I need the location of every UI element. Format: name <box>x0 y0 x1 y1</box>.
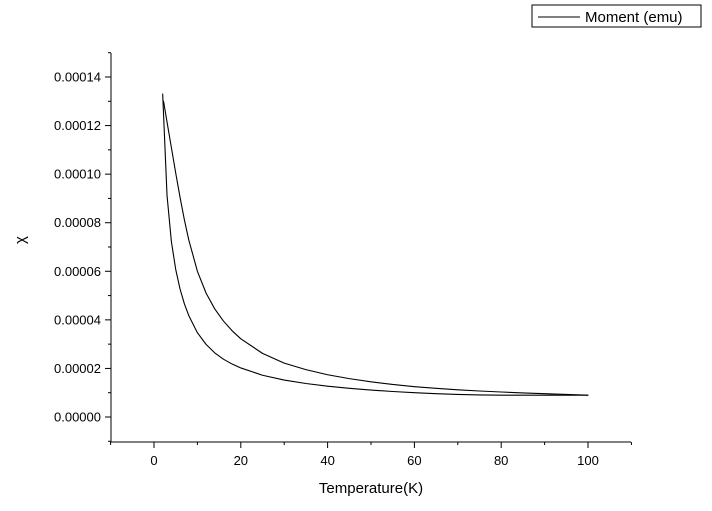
x-tick-label: 80 <box>494 453 508 468</box>
x-tick-label: 100 <box>577 453 599 468</box>
legend-label: Moment (emu) <box>585 9 683 26</box>
y-tick-label: 0.00000 <box>54 410 101 425</box>
series-line-1 <box>163 100 589 396</box>
plot-area: 0 20 40 60 80 100 0.000000.000020.000040.0000… <box>54 52 632 468</box>
x-ticks: 0 20 40 60 80 100 <box>110 442 632 468</box>
y-tick-label: 0.00004 <box>54 312 101 327</box>
y-tick-label: 0.00002 <box>54 361 101 376</box>
legend: Moment (emu) <box>531 4 702 28</box>
x-tick-label: 0 <box>150 453 157 468</box>
y-tick-label: 0.00010 <box>54 167 101 182</box>
y-tick-label: 0.00014 <box>54 70 101 85</box>
y-axis-title: χ <box>12 236 29 244</box>
x-tick-label: 20 <box>234 453 248 468</box>
y-tick-label: 0.00008 <box>54 215 101 230</box>
x-tick-label: 40 <box>320 453 334 468</box>
x-tick-label: 60 <box>407 453 421 468</box>
y-tick-label: 0.00012 <box>54 118 101 133</box>
y-ticks: 0.00000 0.00002 0.00004 0.00006 0.00008 0.000… <box>54 52 111 442</box>
series-layer <box>162 93 589 396</box>
y-tick-label: 0.00006 <box>54 264 101 279</box>
series-line-0 <box>162 93 589 396</box>
x-axis-title: Temperature(K) <box>319 480 423 497</box>
legend-box <box>531 4 702 28</box>
